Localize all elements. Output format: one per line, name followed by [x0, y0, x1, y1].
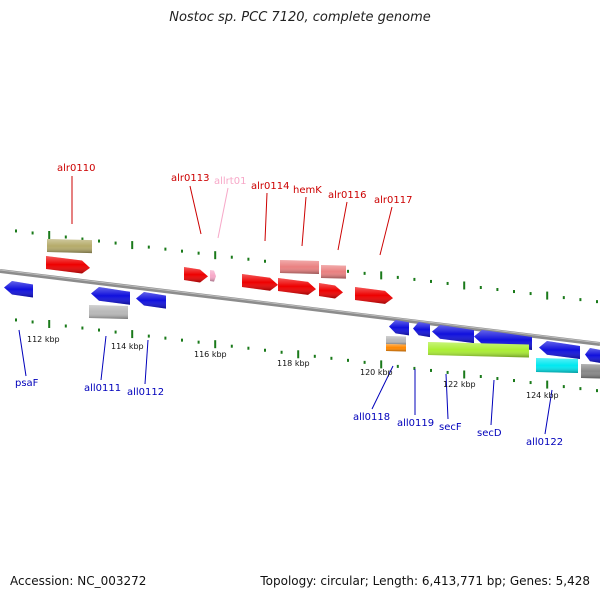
feature-alr0110-shading — [46, 256, 90, 274]
feature-alr0113-shading — [184, 267, 208, 283]
kbp-label-120: 120 kbp — [360, 368, 393, 377]
feature-all0112-shading — [136, 292, 166, 309]
feature-all0118-orange-shading — [386, 344, 406, 352]
feature-secF-shading — [432, 325, 474, 344]
feature-all0118-gray-shading — [386, 336, 406, 345]
feature-all0118-shading — [389, 320, 409, 336]
feature-alr0114-shading — [242, 274, 278, 291]
gene-label-all0111[interactable]: all0111 — [84, 383, 121, 394]
kbp-label-112: 112 kbp — [27, 335, 60, 344]
gene-label-all0119[interactable]: all0119 — [397, 418, 434, 429]
kbp-label-118: 118 kbp — [277, 359, 310, 368]
feature-all0111-shading — [91, 287, 130, 305]
genome-backbone — [0, 269, 600, 346]
gene-label-all0118[interactable]: all0118 — [353, 412, 390, 423]
gene-label-hemK[interactable]: hemK — [293, 185, 322, 196]
leader-all0122 — [544, 389, 553, 435]
leader-alr0113 — [189, 185, 202, 235]
genome-summary-text: Topology: circular; Length: 6,413,771 bp… — [260, 574, 590, 588]
gene-label-all0112[interactable]: all0112 — [127, 387, 164, 398]
gene-label-alr0110[interactable]: alr0110 — [57, 163, 95, 174]
outer-tick-track — [15, 229, 598, 304]
gene-labels: alr0110 alr0113 allrt01 alr0114 hemK alr… — [15, 163, 563, 448]
feature-alr0116-light-shading — [321, 265, 346, 279]
gene-label-secD[interactable]: secD — [477, 428, 502, 439]
feature-alr0110-olive-shading — [47, 239, 92, 254]
feature-secD-lime-shading — [428, 342, 529, 358]
gene-label-secF[interactable]: secF — [439, 422, 462, 433]
feature-psaF-shading — [4, 281, 33, 298]
leader-psaF — [18, 329, 27, 377]
gene-label-alr0114[interactable]: alr0114 — [251, 181, 289, 192]
feature-edge-blue-shading — [585, 348, 600, 363]
feature-alr0116-shading — [319, 283, 343, 299]
gene-label-all0122[interactable]: all0122 — [526, 437, 563, 448]
feature-hemK-shading — [278, 278, 316, 295]
leader-all0111 — [100, 335, 107, 381]
leader-secD — [490, 379, 495, 426]
gene-label-allrt01[interactable]: allrt01 — [214, 176, 246, 187]
feature-all0122-shading — [539, 341, 580, 359]
leader-alr0117 — [379, 206, 393, 256]
kbp-label-114: 114 kbp — [111, 342, 144, 351]
feature-edge-gray-shading — [581, 364, 600, 379]
kbp-label-116: 116 kbp — [194, 350, 227, 359]
leader-all0118 — [371, 365, 394, 410]
feature-hemK-light-shading — [280, 260, 319, 274]
gene-label-alr0117[interactable]: alr0117 — [374, 195, 412, 206]
feature-allrt01-shading — [210, 270, 216, 282]
leader-allrt01 — [217, 187, 229, 239]
leader-secF — [445, 373, 449, 420]
leader-alr0116 — [337, 201, 348, 251]
gene-label-psaF[interactable]: psaF — [15, 378, 39, 389]
label-leaders — [18, 176, 553, 435]
accession-text: Accession: NC_003272 — [10, 574, 147, 588]
leader-hemK — [301, 196, 307, 247]
inner-tick-track — [15, 318, 598, 393]
kbp-label-124: 124 kbp — [526, 391, 559, 400]
feature-alr0117-shading — [355, 287, 393, 304]
genome-backbone-highlight — [0, 269, 600, 344]
feature-all0119-shading — [413, 322, 430, 338]
kbp-label-122: 122 kbp — [443, 380, 476, 389]
feature-all0122-cyan-shading — [536, 358, 578, 374]
gene-label-alr0113[interactable]: alr0113 — [171, 173, 209, 184]
gene-label-alr0116[interactable]: alr0116 — [328, 190, 366, 201]
leader-all0112 — [144, 339, 149, 385]
feature-track — [4, 239, 600, 379]
map-title: Nostoc sp. PCC 7120, complete genome — [169, 10, 431, 25]
kbp-tick-labels: 112 kbp 114 kbp 116 kbp 118 kbp 120 kbp … — [27, 335, 559, 400]
feature-all0111-gray-shading — [89, 305, 128, 319]
leader-alr0114 — [264, 192, 268, 242]
